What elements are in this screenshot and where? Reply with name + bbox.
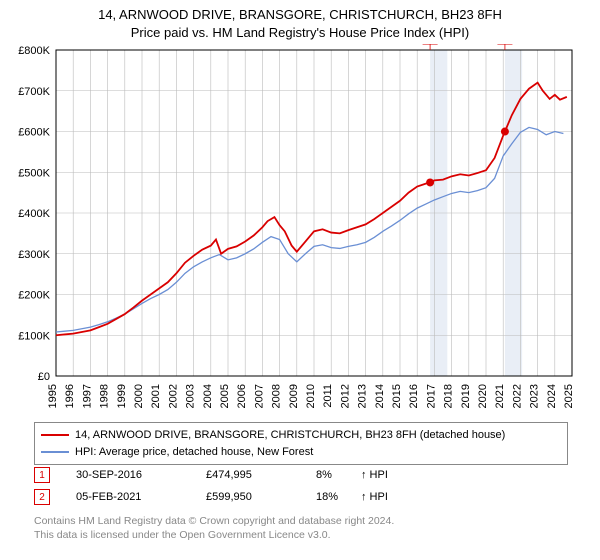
marker-pct: 8% <box>316 469 361 481</box>
marker-pct: 18% <box>316 491 361 503</box>
svg-text:2006: 2006 <box>236 384 248 408</box>
marker-ref: ↑ HPI <box>361 491 388 503</box>
chart-titles: 14, ARNWOOD DRIVE, BRANSGORE, CHRISTCHUR… <box>0 0 600 41</box>
legend-swatch <box>41 434 69 436</box>
svg-text:2012: 2012 <box>339 384 351 408</box>
svg-text:£300K: £300K <box>18 249 50 261</box>
legend-label: HPI: Average price, detached house, New … <box>75 444 313 461</box>
svg-text:£200K: £200K <box>18 290 50 302</box>
svg-text:2011: 2011 <box>322 384 334 408</box>
svg-text:2000: 2000 <box>133 384 145 408</box>
svg-text:1996: 1996 <box>64 384 76 408</box>
svg-text:2022: 2022 <box>511 384 523 408</box>
marker-date: 30-SEP-2016 <box>76 469 206 481</box>
footer-line-1: Contains HM Land Registry data © Crown c… <box>34 514 394 528</box>
svg-text:2023: 2023 <box>529 384 541 408</box>
footer-credits: Contains HM Land Registry data © Crown c… <box>34 514 394 542</box>
svg-text:£600K: £600K <box>18 127 50 139</box>
svg-text:1997: 1997 <box>81 384 93 408</box>
marker-date: 05-FEB-2021 <box>76 491 206 503</box>
svg-text:2020: 2020 <box>477 384 489 408</box>
svg-text:1998: 1998 <box>99 384 111 408</box>
marker-number-box: 1 <box>34 467 50 483</box>
marker-row: 1 30-SEP-2016£474,9958%↑ HPI <box>34 464 388 486</box>
svg-text:2016: 2016 <box>408 384 420 408</box>
svg-text:2010: 2010 <box>305 384 317 408</box>
marker-ref: ↑ HPI <box>361 469 388 481</box>
svg-text:2015: 2015 <box>391 384 403 408</box>
svg-text:2024: 2024 <box>546 384 558 408</box>
legend-swatch <box>41 451 69 453</box>
title-line-2: Price paid vs. HM Land Registry's House … <box>0 24 600 42</box>
svg-text:2004: 2004 <box>202 384 214 408</box>
legend-row: HPI: Average price, detached house, New … <box>41 444 561 461</box>
svg-text:£700K: £700K <box>18 86 50 98</box>
svg-text:2005: 2005 <box>219 384 231 408</box>
svg-text:£400K: £400K <box>18 208 50 220</box>
svg-text:2014: 2014 <box>374 384 386 408</box>
marker-row: 2 05-FEB-2021£599,95018%↑ HPI <box>34 486 388 508</box>
svg-text:2001: 2001 <box>150 384 162 408</box>
svg-text:2013: 2013 <box>357 384 369 408</box>
marker-price: £599,950 <box>206 491 316 503</box>
svg-text:2008: 2008 <box>271 384 283 408</box>
svg-text:2018: 2018 <box>443 384 455 408</box>
marker-table: 1 30-SEP-2016£474,9958%↑ HPI 2 05-FEB-2021£… <box>34 464 388 508</box>
svg-text:£800K: £800K <box>18 45 50 57</box>
marker-price: £474,995 <box>206 469 316 481</box>
chart-area: £0 £100K £200K £300K £400K £500K £600K £700K £80… <box>0 44 600 414</box>
svg-text:1995: 1995 <box>47 384 59 408</box>
svg-text:2007: 2007 <box>253 384 265 408</box>
svg-text:2021: 2021 <box>494 384 506 408</box>
svg-text:£0: £0 <box>38 371 50 383</box>
title-line-1: 14, ARNWOOD DRIVE, BRANSGORE, CHRISTCHUR… <box>0 6 600 24</box>
legend-row: 14, ARNWOOD DRIVE, BRANSGORE, CHRISTCHUR… <box>41 427 561 444</box>
svg-text:£100K: £100K <box>18 330 50 342</box>
svg-text:2025: 2025 <box>563 384 575 408</box>
svg-text:2003: 2003 <box>185 384 197 408</box>
svg-text:2017: 2017 <box>425 384 437 408</box>
svg-text:1999: 1999 <box>116 384 128 408</box>
svg-text:2009: 2009 <box>288 384 300 408</box>
legend: 14, ARNWOOD DRIVE, BRANSGORE, CHRISTCHUR… <box>34 422 568 465</box>
svg-text:£500K: £500K <box>18 167 50 179</box>
legend-label: 14, ARNWOOD DRIVE, BRANSGORE, CHRISTCHUR… <box>75 427 505 444</box>
svg-text:2019: 2019 <box>460 384 472 408</box>
marker-number-box: 2 <box>34 489 50 505</box>
svg-text:2002: 2002 <box>167 384 179 408</box>
footer-line-2: This data is licensed under the Open Gov… <box>34 528 394 542</box>
